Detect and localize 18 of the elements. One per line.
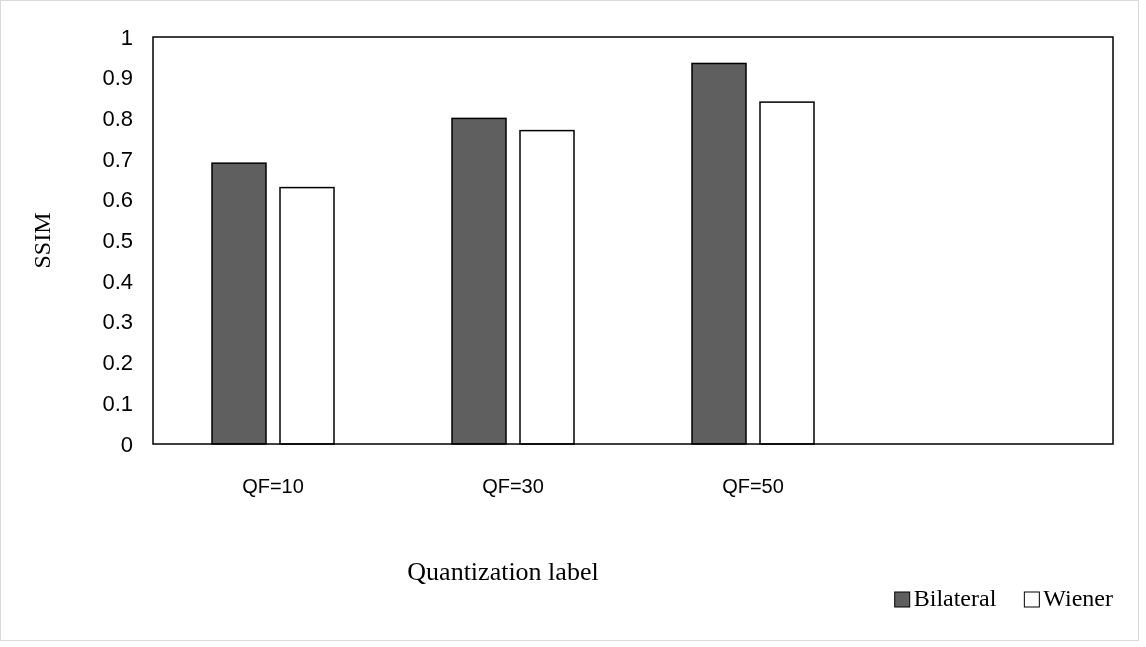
y-tick-label: 0	[120, 431, 133, 457]
y-tick-label: 0.5	[102, 228, 133, 254]
y-tick-label: 0.8	[102, 105, 133, 131]
x-axis-title: Quantization label	[407, 557, 599, 586]
y-tick-label: 0.4	[102, 268, 133, 294]
y-tick-label: 0.6	[102, 187, 133, 213]
y-tick-label: 0.3	[102, 309, 133, 335]
y-tick-label: 0.1	[102, 390, 133, 416]
y-tick-label: 0.9	[102, 65, 133, 91]
x-tick-label: QF=30	[482, 475, 544, 498]
y-tick-label: 0.7	[102, 146, 133, 172]
y-axis-title: SSIM	[28, 212, 55, 269]
y-tick-label: 0.2	[102, 350, 133, 376]
x-tick-label: QF=10	[242, 475, 304, 498]
legend-label: Wiener	[1043, 585, 1114, 611]
y-tick-label: 1	[120, 24, 133, 50]
x-tick-label: QF=50	[722, 475, 784, 498]
legend-label: Bilateral	[913, 585, 997, 611]
